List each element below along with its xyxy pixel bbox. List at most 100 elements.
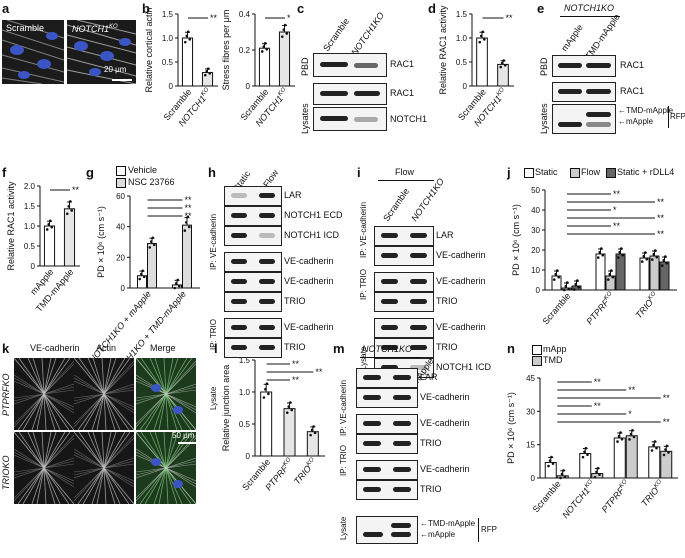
blot-label: VE-cadherin bbox=[436, 250, 486, 260]
band bbox=[320, 91, 348, 96]
category-label-main: Scramble bbox=[240, 457, 272, 493]
panel-d-letter: d bbox=[428, 1, 436, 16]
data-point bbox=[152, 243, 156, 247]
data-point bbox=[557, 275, 561, 279]
band bbox=[354, 91, 380, 96]
bar bbox=[182, 224, 192, 289]
sig-mark: ** bbox=[72, 185, 80, 195]
data-point bbox=[285, 32, 289, 35]
bar bbox=[659, 261, 670, 291]
data-point bbox=[188, 38, 192, 41]
micrograph-notch1ko-texture bbox=[67, 20, 136, 84]
col-k-merge: Merge bbox=[150, 343, 176, 353]
blot-ve-cadherin bbox=[224, 252, 282, 272]
data-point bbox=[667, 451, 670, 454]
band bbox=[354, 63, 378, 68]
data-point bbox=[141, 269, 145, 273]
y-axis-label: Relative cortical actin bbox=[144, 7, 154, 92]
category-label-sup: KO bbox=[496, 87, 506, 98]
band bbox=[259, 213, 275, 218]
band bbox=[259, 233, 275, 238]
blot-label: TRIO bbox=[284, 342, 306, 352]
legend-j-static-swatch bbox=[524, 168, 534, 178]
category-label: TMD-mApple bbox=[34, 267, 76, 314]
category-label: NOTCH1KO bbox=[177, 87, 214, 129]
bar bbox=[571, 285, 582, 291]
sig-mark: ** bbox=[185, 203, 193, 213]
panel-g-letter: g bbox=[86, 165, 94, 180]
bar bbox=[579, 453, 592, 479]
arrow-e-mapple-label: mApple bbox=[626, 117, 654, 126]
category-label-main: mApple bbox=[28, 267, 55, 297]
bar bbox=[258, 47, 271, 87]
data-point bbox=[653, 249, 657, 252]
panel-l-letter: l bbox=[214, 341, 218, 356]
data-point bbox=[652, 252, 656, 256]
blot-lar bbox=[224, 186, 282, 206]
category-label-sup: KO bbox=[619, 479, 629, 490]
data-point bbox=[562, 469, 565, 472]
data-point bbox=[185, 34, 189, 38]
band bbox=[393, 421, 411, 426]
data-point bbox=[203, 73, 207, 77]
category-label-main: TRIO bbox=[633, 298, 654, 321]
micrograph-k-r1-c2 bbox=[136, 432, 196, 504]
data-point bbox=[660, 264, 664, 267]
bar bbox=[595, 253, 606, 291]
y-tick-label: 1.5 bbox=[24, 202, 36, 211]
data-point bbox=[183, 229, 187, 232]
bar bbox=[613, 437, 626, 479]
category-label: Scramble bbox=[456, 87, 488, 123]
band bbox=[259, 279, 275, 284]
data-point bbox=[262, 45, 266, 48]
bar bbox=[201, 72, 214, 87]
category-label-main: Scramble bbox=[540, 291, 572, 327]
blot-ve-cadherin bbox=[374, 318, 434, 338]
bar bbox=[63, 208, 76, 267]
data-point bbox=[581, 455, 585, 459]
blot-lar bbox=[356, 368, 418, 388]
y-tick-label: 40 bbox=[116, 223, 125, 232]
data-point bbox=[665, 444, 669, 448]
data-point bbox=[611, 275, 615, 279]
data-point bbox=[142, 275, 146, 279]
band bbox=[393, 441, 411, 446]
panel-e-letter: e bbox=[537, 1, 545, 16]
arrow-m-tmd-label: TMD-mApple bbox=[428, 519, 476, 528]
category-label: mApple bbox=[28, 267, 55, 297]
data-point bbox=[174, 281, 178, 285]
blot-trio bbox=[356, 434, 418, 454]
row-c-pbd: PBD bbox=[300, 57, 310, 76]
data-point bbox=[70, 209, 74, 212]
legend-j-flow: Flow bbox=[581, 167, 601, 177]
blot-trio bbox=[224, 338, 282, 358]
data-point bbox=[662, 258, 666, 262]
data-point bbox=[620, 437, 624, 441]
y-tick-label: 0 bbox=[169, 82, 174, 91]
y-tick-label: 0.5 bbox=[239, 420, 251, 429]
lane-c-scramble: Scramble bbox=[321, 16, 352, 54]
data-point bbox=[288, 401, 292, 404]
data-point bbox=[560, 472, 564, 476]
blot-trio bbox=[356, 480, 418, 500]
row-k-ptprf: PTPRFKO bbox=[1, 373, 11, 416]
blot-ve-cadherin bbox=[224, 272, 282, 292]
band bbox=[363, 532, 383, 537]
scale-bar-label-a: 20 μm bbox=[104, 65, 127, 74]
sig-mark: ** bbox=[210, 13, 218, 23]
data-point bbox=[616, 440, 619, 443]
y-tick-label: 0 bbox=[536, 286, 541, 295]
data-point bbox=[653, 440, 657, 443]
band bbox=[391, 532, 411, 537]
category-label: TRIOKO bbox=[633, 291, 660, 321]
y-tick-label: 10 bbox=[531, 266, 540, 275]
category-label-main: PTPRF bbox=[600, 485, 627, 514]
blot-ve-cadherin bbox=[356, 388, 418, 408]
data-point bbox=[65, 212, 69, 216]
data-point bbox=[631, 429, 634, 432]
micrograph-k-r1-c0 bbox=[14, 432, 74, 504]
sig-mark: ** bbox=[613, 189, 621, 199]
blot-ve-cadherin bbox=[224, 318, 282, 338]
sig-mark: * bbox=[613, 205, 617, 215]
